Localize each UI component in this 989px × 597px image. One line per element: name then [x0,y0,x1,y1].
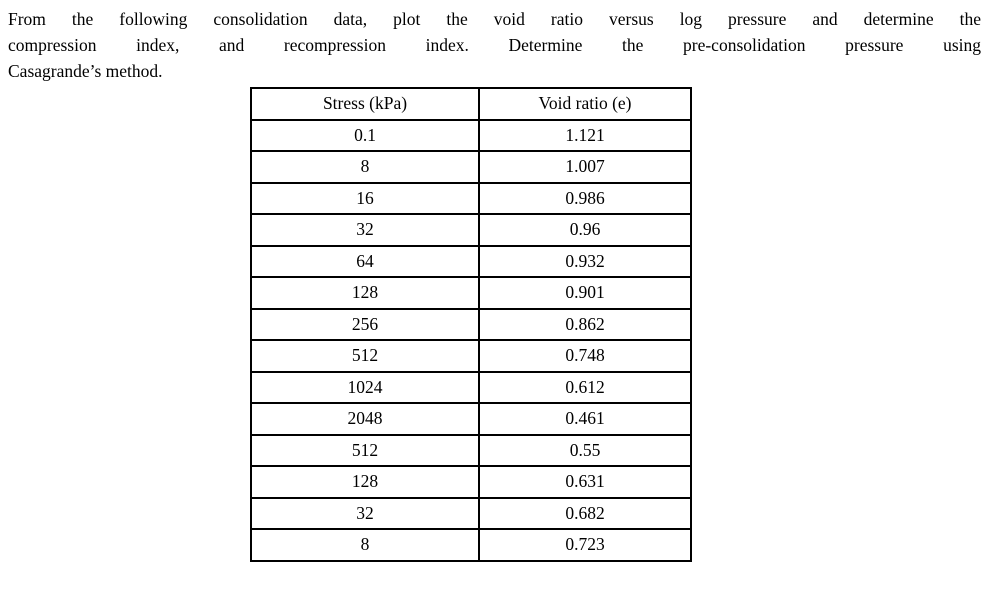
void-ratio-cell: 0.932 [478,244,692,278]
stress-cell: 32 [250,213,480,247]
table-body: 0.1 1.121 8 1.007 16 0.986 32 0.96 64 0.932 128 0.9… [250,118,692,562]
table-row: 16 0.986 [250,181,692,215]
column-header-stress: Stress (kPa) [250,87,480,121]
stress-cell: 2048 [250,402,480,436]
table-row: 128 0.631 [250,465,692,499]
consolidation-data-table: Stress (kPa) Void ratio (e) 0.1 1.121 8 1.0… [250,87,692,562]
stress-cell: 0.1 [250,118,480,152]
stress-cell: 512 [250,433,480,467]
table-row: 8 1.007 [250,150,692,184]
table-row: 0.1 1.121 [250,118,692,152]
stress-cell: 256 [250,307,480,341]
table-row: 128 0.901 [250,276,692,310]
table-row: 1024 0.612 [250,370,692,404]
stress-cell: 32 [250,496,480,530]
void-ratio-cell: 0.986 [478,181,692,215]
void-ratio-cell: 0.631 [478,465,692,499]
table-row: 512 0.748 [250,339,692,373]
void-ratio-cell: 0.96 [478,213,692,247]
stress-cell: 64 [250,244,480,278]
void-ratio-cell: 0.723 [478,528,692,562]
stress-cell: 128 [250,465,480,499]
void-ratio-cell: 1.121 [478,118,692,152]
table-row: 512 0.55 [250,433,692,467]
column-header-void-ratio: Void ratio (e) [478,87,692,121]
void-ratio-cell: 0.682 [478,496,692,530]
void-ratio-cell: 0.862 [478,307,692,341]
stress-cell: 512 [250,339,480,373]
table-row: 8 0.723 [250,528,692,562]
problem-line-1: From the following consolidation data, p… [8,9,981,29]
problem-line-3: Casagrande’s method. [8,61,163,81]
problem-statement: From the following consolidation data, p… [8,6,981,84]
void-ratio-cell: 1.007 [478,150,692,184]
table-row: 2048 0.461 [250,402,692,436]
table-row: 32 0.96 [250,213,692,247]
stress-cell: 16 [250,181,480,215]
table-row: 32 0.682 [250,496,692,530]
table-row: 64 0.932 [250,244,692,278]
problem-line-2: compression index, and recompression ind… [8,35,981,55]
void-ratio-cell: 0.748 [478,339,692,373]
stress-cell: 1024 [250,370,480,404]
table-row: 256 0.862 [250,307,692,341]
table-header-row: Stress (kPa) Void ratio (e) [250,87,692,121]
void-ratio-cell: 0.901 [478,276,692,310]
void-ratio-cell: 0.55 [478,433,692,467]
stress-cell: 8 [250,528,480,562]
void-ratio-cell: 0.612 [478,370,692,404]
stress-cell: 128 [250,276,480,310]
stress-cell: 8 [250,150,480,184]
void-ratio-cell: 0.461 [478,402,692,436]
